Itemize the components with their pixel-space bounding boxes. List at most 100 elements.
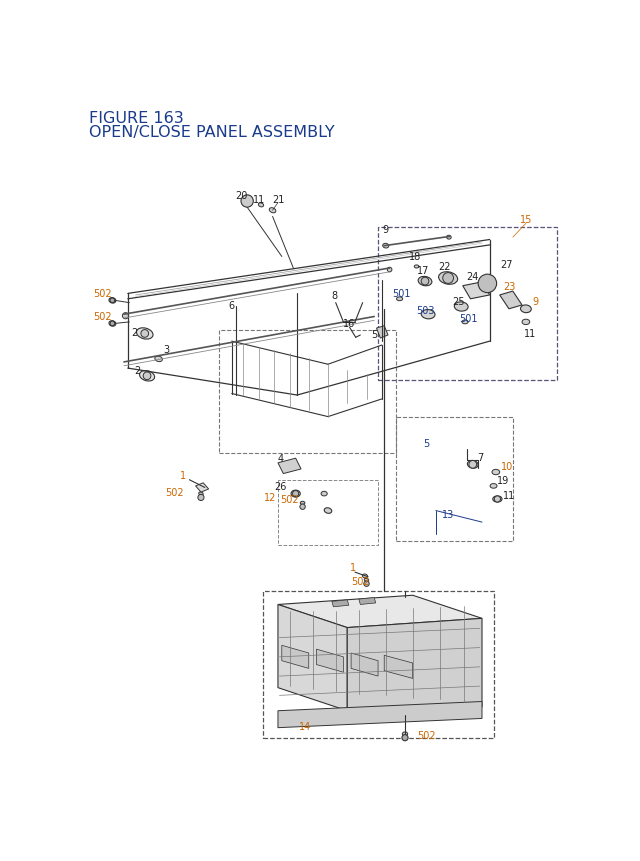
Text: 502: 502 (351, 577, 370, 586)
Circle shape (494, 496, 500, 503)
Text: 17: 17 (417, 266, 429, 276)
Text: 11: 11 (503, 491, 515, 500)
Ellipse shape (447, 236, 451, 240)
Text: 26: 26 (274, 481, 287, 492)
Text: 9: 9 (533, 297, 539, 307)
Ellipse shape (362, 574, 367, 579)
Ellipse shape (136, 328, 153, 340)
Polygon shape (278, 459, 301, 474)
Polygon shape (348, 618, 482, 716)
Text: 11: 11 (524, 329, 536, 339)
Text: 503: 503 (417, 306, 435, 316)
Ellipse shape (522, 319, 530, 325)
Text: 502: 502 (93, 313, 112, 322)
Ellipse shape (109, 321, 116, 327)
Ellipse shape (462, 320, 468, 325)
Polygon shape (278, 604, 348, 711)
Text: 13: 13 (442, 510, 454, 520)
Ellipse shape (467, 461, 478, 468)
Circle shape (364, 581, 369, 586)
Text: 24: 24 (466, 271, 478, 282)
Text: 501: 501 (459, 313, 477, 324)
Ellipse shape (421, 310, 435, 319)
Ellipse shape (324, 508, 332, 514)
Text: 5: 5 (371, 330, 378, 340)
Circle shape (478, 275, 497, 294)
Text: 501: 501 (392, 289, 410, 299)
Ellipse shape (454, 302, 468, 312)
Ellipse shape (387, 268, 392, 273)
Polygon shape (316, 649, 344, 672)
Polygon shape (196, 483, 209, 492)
Bar (396, 417, 513, 542)
Text: 502: 502 (164, 487, 183, 498)
Text: 2: 2 (134, 366, 141, 376)
Ellipse shape (414, 265, 419, 269)
Polygon shape (351, 653, 378, 676)
Text: 6: 6 (228, 300, 235, 311)
Circle shape (141, 331, 148, 338)
Ellipse shape (403, 732, 408, 736)
Polygon shape (282, 646, 308, 669)
Polygon shape (384, 655, 413, 678)
Text: OPEN/CLOSE PANEL ASSEMBLY: OPEN/CLOSE PANEL ASSEMBLY (90, 125, 335, 139)
Ellipse shape (155, 356, 163, 362)
Ellipse shape (383, 244, 389, 249)
Text: 502: 502 (93, 289, 112, 299)
Text: 2: 2 (131, 327, 137, 338)
Polygon shape (278, 702, 482, 728)
Text: 502: 502 (417, 730, 436, 740)
Ellipse shape (364, 579, 369, 582)
Text: 9: 9 (382, 225, 388, 234)
Ellipse shape (259, 203, 264, 208)
Bar (262, 592, 493, 738)
Circle shape (443, 273, 454, 284)
Text: 10: 10 (500, 461, 513, 471)
Text: 21: 21 (272, 195, 284, 205)
Ellipse shape (140, 371, 155, 381)
Text: 5: 5 (424, 438, 429, 449)
Circle shape (292, 491, 299, 497)
Circle shape (143, 373, 151, 381)
Polygon shape (463, 282, 490, 300)
Text: 20: 20 (236, 190, 248, 201)
Text: 15: 15 (520, 215, 532, 226)
Text: 23: 23 (503, 282, 515, 291)
Ellipse shape (418, 277, 432, 287)
Text: 1: 1 (349, 562, 356, 572)
Ellipse shape (109, 298, 116, 304)
Text: 14: 14 (299, 722, 311, 731)
Text: 12: 12 (264, 492, 276, 502)
Circle shape (402, 734, 408, 741)
Text: 25: 25 (452, 297, 465, 307)
Circle shape (110, 322, 115, 326)
Ellipse shape (492, 470, 500, 475)
Circle shape (421, 278, 429, 286)
Bar (219, 331, 396, 453)
Ellipse shape (300, 502, 305, 505)
Ellipse shape (122, 313, 129, 319)
Text: 502: 502 (280, 494, 299, 505)
Polygon shape (500, 292, 522, 309)
Ellipse shape (438, 272, 458, 285)
Text: 3: 3 (163, 344, 170, 355)
Ellipse shape (397, 298, 403, 301)
Polygon shape (332, 600, 349, 607)
Polygon shape (376, 326, 388, 338)
Ellipse shape (493, 496, 502, 503)
Circle shape (469, 461, 477, 468)
Text: FIGURE 163: FIGURE 163 (90, 111, 184, 126)
Polygon shape (278, 596, 482, 628)
Bar (378, 228, 557, 381)
Text: 4: 4 (277, 454, 284, 463)
Circle shape (241, 195, 253, 208)
Ellipse shape (490, 484, 497, 489)
Ellipse shape (269, 208, 276, 214)
Ellipse shape (321, 492, 327, 496)
Text: 11: 11 (253, 195, 265, 204)
Bar (278, 480, 378, 546)
Text: 1: 1 (180, 471, 186, 480)
Text: 16: 16 (342, 319, 355, 328)
Text: 18: 18 (409, 252, 421, 262)
Text: 22: 22 (438, 262, 451, 272)
